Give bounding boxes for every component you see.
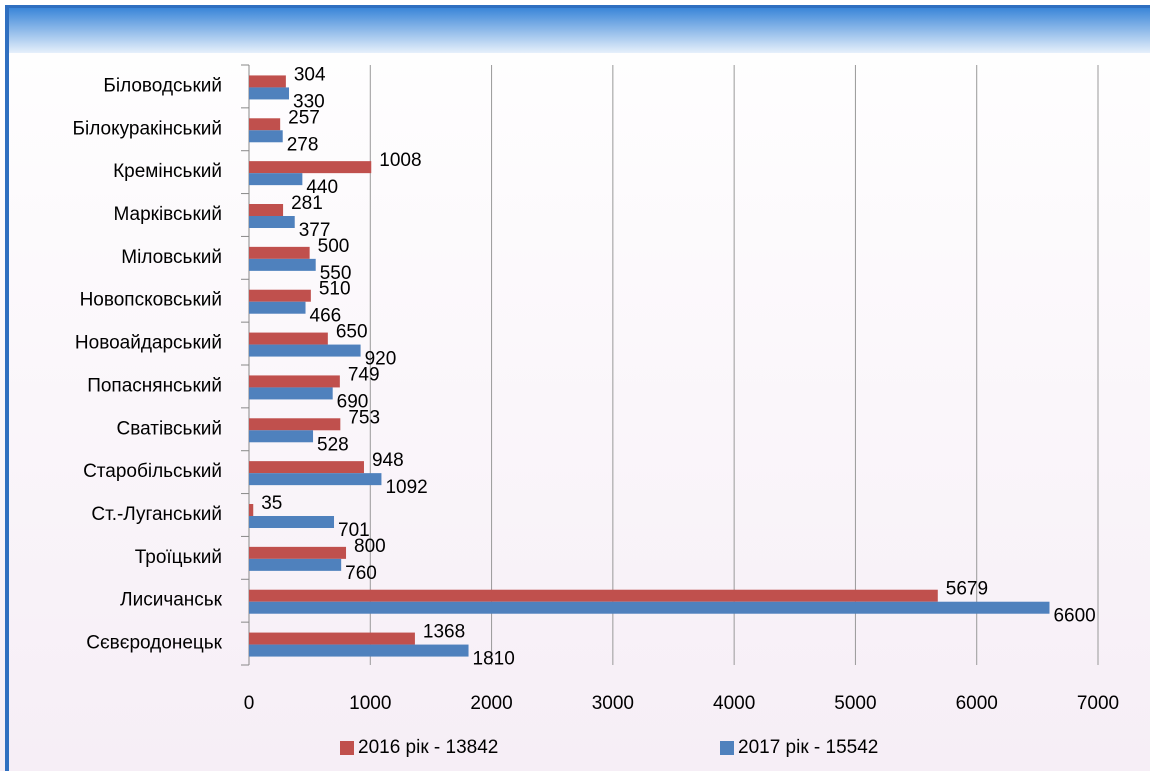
left-border	[5, 5, 9, 771]
legend-swatch	[720, 741, 734, 755]
y-tick-label: Новопсковський	[80, 290, 222, 311]
y-tick-label: Марківський	[113, 204, 222, 225]
value-label: 753	[348, 407, 380, 428]
value-label: 948	[372, 450, 404, 471]
value-label: 377	[299, 220, 331, 241]
x-tick-label: 0	[244, 693, 255, 714]
bar	[249, 516, 335, 528]
value-label: 304	[294, 64, 326, 85]
bar	[249, 387, 333, 400]
value-label: 701	[338, 520, 370, 541]
value-label: 35	[261, 493, 282, 514]
y-tick-label: Старобільський	[83, 461, 222, 482]
bar	[249, 75, 286, 88]
bar	[249, 589, 938, 602]
y-tick-label: Новоайдарський	[75, 333, 222, 354]
value-label: 281	[291, 193, 323, 214]
y-tick-label: Білокуракінський	[73, 118, 222, 139]
value-label: 690	[337, 391, 369, 412]
value-label: 330	[293, 91, 325, 112]
value-label: 1092	[385, 477, 427, 498]
bar	[249, 601, 1050, 614]
x-tick-label: 4000	[713, 693, 755, 714]
bar	[249, 546, 347, 559]
value-label: 650	[336, 322, 368, 343]
bar	[249, 118, 281, 131]
value-label: 500	[318, 236, 350, 257]
bar	[249, 430, 314, 443]
value-label: 466	[310, 306, 342, 327]
legend-label: 2016 рік - 13842	[358, 737, 498, 758]
x-tick-label: 1000	[349, 693, 391, 714]
y-tick-label: Сватівський	[117, 418, 223, 439]
bar	[249, 375, 340, 388]
value-label: 800	[354, 536, 386, 557]
bar	[249, 632, 415, 645]
value-label: 528	[317, 434, 349, 455]
x-tick-label: 6000	[956, 693, 998, 714]
bar	[249, 332, 328, 345]
bar	[249, 461, 364, 474]
value-label: 550	[320, 263, 352, 284]
value-label: 1368	[423, 622, 465, 643]
value-label: 6600	[1053, 606, 1095, 627]
y-tick-label: Ст.-Луганський	[91, 504, 222, 525]
bar	[249, 173, 303, 186]
bar	[249, 130, 283, 143]
value-label: 1008	[379, 150, 421, 171]
value-label: 760	[345, 563, 377, 584]
value-label: 920	[365, 349, 397, 370]
y-tick-label: Сєвєродонецьк	[86, 633, 222, 654]
y-tick-label: Кремінський	[113, 161, 222, 182]
bar	[249, 344, 361, 357]
bar	[249, 504, 254, 516]
x-tick-label: 5000	[834, 693, 876, 714]
bar	[249, 204, 284, 216]
legend-swatch	[340, 741, 354, 755]
y-tick-label: Міловський	[121, 247, 222, 268]
bar	[249, 258, 316, 271]
bar	[249, 246, 310, 259]
value-label: 278	[287, 134, 319, 155]
bar	[249, 216, 295, 228]
top-border	[5, 5, 1150, 8]
bar	[249, 558, 342, 571]
y-tick-label: Біловодський	[103, 75, 222, 96]
header-band	[5, 5, 1150, 53]
value-label: 749	[348, 364, 380, 385]
value-label: 440	[306, 177, 338, 198]
bar	[249, 161, 372, 174]
bar	[249, 289, 311, 302]
bar	[249, 418, 341, 431]
y-tick-label: Попаснянський	[87, 375, 222, 396]
value-label: 1810	[473, 649, 515, 670]
y-tick-label: Троїцький	[135, 547, 222, 568]
value-label: 5679	[946, 579, 988, 600]
bar	[249, 644, 469, 657]
bar	[249, 473, 382, 486]
x-tick-label: 2000	[470, 693, 512, 714]
y-tick-label: Лисичанськ	[120, 590, 223, 611]
value-label: 257	[288, 107, 320, 128]
value-label: 510	[319, 279, 351, 300]
bar	[249, 301, 306, 314]
bar	[249, 87, 290, 100]
x-tick-label: 7000	[1077, 693, 1119, 714]
legend-label: 2017 рік - 15542	[738, 737, 878, 758]
x-tick-label: 3000	[592, 693, 634, 714]
